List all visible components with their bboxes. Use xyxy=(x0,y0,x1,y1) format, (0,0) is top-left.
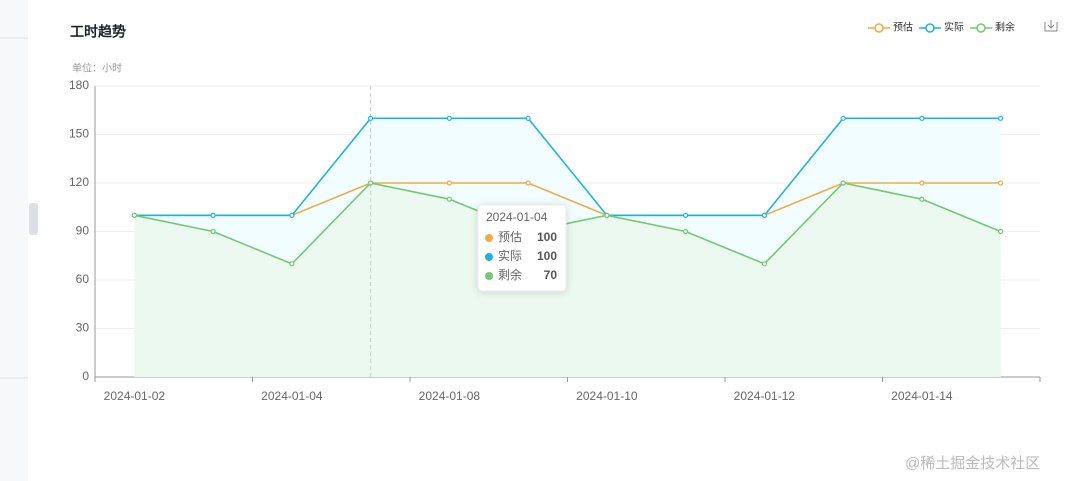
point xyxy=(368,115,374,121)
point xyxy=(998,180,1004,186)
legend-marker xyxy=(874,23,884,33)
x-tick-label: 2024-01-04 xyxy=(261,389,323,403)
point xyxy=(919,180,925,186)
y-tick-label: 120 xyxy=(69,175,89,189)
legend-marker xyxy=(976,23,986,33)
point xyxy=(761,261,767,267)
tooltip-name: 剩余 xyxy=(498,267,522,282)
point xyxy=(210,212,216,218)
tooltip-dot xyxy=(485,234,493,242)
x-tick-label: 2024-01-12 xyxy=(734,389,796,403)
watermark: @稀土掘金技术社区 xyxy=(905,455,1040,472)
tooltip-dot xyxy=(485,272,493,280)
point xyxy=(761,212,767,218)
point xyxy=(683,228,689,235)
x-tick-label: 2024-01-10 xyxy=(576,389,638,403)
x-tick-label: 2024-01-14 xyxy=(891,389,953,403)
sidebar xyxy=(0,0,28,481)
area xyxy=(134,183,1001,377)
y-tick-label: 30 xyxy=(76,321,90,335)
chart-title: 工时趋势 xyxy=(70,24,126,40)
point xyxy=(289,212,295,218)
tooltip-value: 100 xyxy=(537,230,557,244)
point xyxy=(919,115,925,121)
point xyxy=(919,196,925,202)
tooltip-dot xyxy=(485,253,493,261)
point xyxy=(131,212,137,218)
tooltip-box xyxy=(477,204,567,292)
legend-marker xyxy=(925,23,935,33)
tooltip-value: 70 xyxy=(544,268,558,282)
tooltip-name: 预估 xyxy=(498,230,522,244)
y-tick-label: 60 xyxy=(76,272,90,286)
point xyxy=(446,196,452,202)
point xyxy=(840,180,846,186)
point xyxy=(210,228,216,235)
y-tick-label: 150 xyxy=(69,127,89,141)
point xyxy=(446,115,452,121)
point xyxy=(525,180,531,186)
tooltip: 2024-01-04 预估 100 实际 100 剩余 70 xyxy=(477,204,567,292)
legend-label: 实际 xyxy=(944,21,964,34)
point xyxy=(998,115,1004,121)
y-tick-label: 90 xyxy=(76,224,90,238)
collapse-tab[interactable] xyxy=(29,203,38,235)
line xyxy=(134,117,1001,217)
legend-label: 剩余 xyxy=(995,21,1015,34)
x-tick-label: 2024-01-02 xyxy=(104,389,166,403)
point xyxy=(368,180,374,186)
unit-label: 单位：小时 xyxy=(72,62,122,75)
legend-label: 预估 xyxy=(893,21,913,34)
point xyxy=(604,212,610,218)
point xyxy=(525,115,531,121)
point xyxy=(840,115,846,121)
x-tick-label: 2024-01-08 xyxy=(419,389,481,403)
point xyxy=(289,261,295,267)
point xyxy=(683,212,689,218)
line xyxy=(134,182,1001,265)
point xyxy=(998,228,1004,235)
tooltip-title: 2024-01-04 xyxy=(486,210,548,224)
y-tick-label: 180 xyxy=(69,78,89,92)
tooltip-name: 实际 xyxy=(498,248,522,263)
y-tick-label: 0 xyxy=(82,369,89,383)
tooltip-value: 100 xyxy=(537,249,557,263)
point xyxy=(446,180,452,186)
download-icon[interactable] xyxy=(1044,20,1058,32)
